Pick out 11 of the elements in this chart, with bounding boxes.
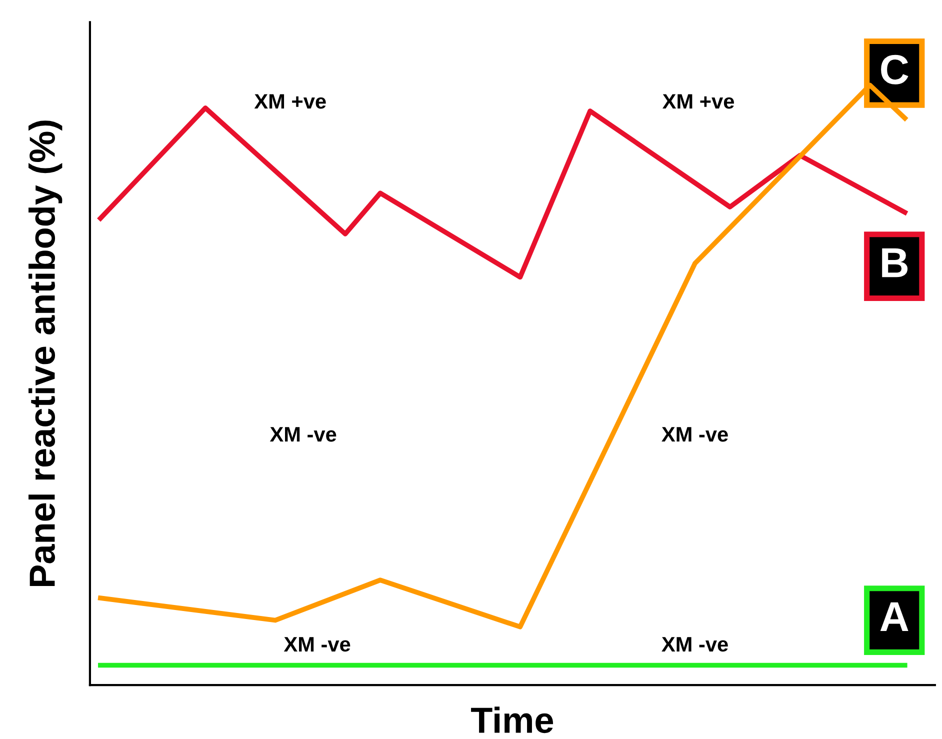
annotation: XM -ve (662, 427, 728, 442)
series-label: C (881, 54, 908, 84)
annotation: XM -ve (284, 637, 350, 652)
annotation: XM -ve (270, 427, 336, 442)
annotation: XM -ve (662, 637, 728, 652)
y-axis-title: Panel reactive antibody (%) (28, 120, 62, 586)
annotation: XM +ve (254, 94, 326, 109)
x-axis-title: Time (471, 706, 554, 734)
series-label: A (880, 602, 908, 632)
annotation: XM +ve (662, 94, 734, 109)
series-label: B (882, 248, 908, 278)
